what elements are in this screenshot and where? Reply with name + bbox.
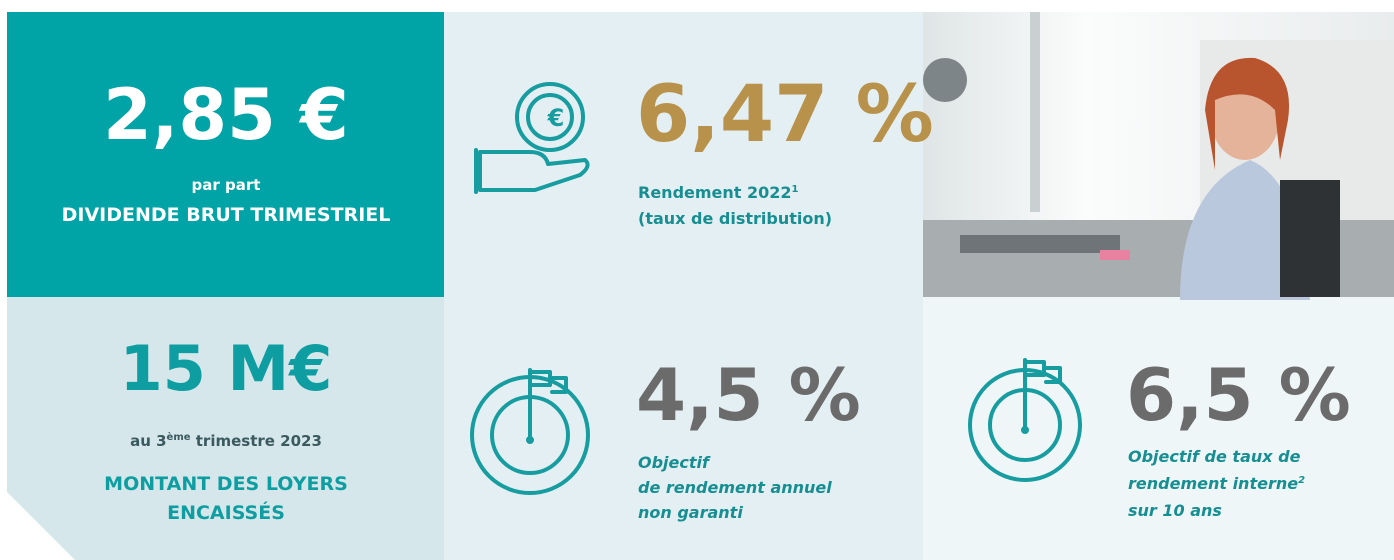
euro-hand-icon xyxy=(474,82,590,194)
irr-panel xyxy=(923,297,1394,560)
target-icon xyxy=(470,368,590,495)
rents-label: ENCAISSÉS xyxy=(167,501,285,524)
text: rendement interne xyxy=(1128,474,1298,493)
yield-value: 6,47 % xyxy=(636,70,934,160)
text: au 3 xyxy=(130,432,166,450)
dividend-value: 2,85 € xyxy=(103,74,349,156)
dividend-panel xyxy=(7,12,444,297)
target-icon xyxy=(968,358,1082,482)
text: Rendement 2022 xyxy=(638,183,792,202)
photo xyxy=(923,12,1394,300)
dividend-label: DIVIDENDE BRUT TRIMESTRIEL xyxy=(62,204,391,226)
target-irr-label: Objectif de taux de rendement interne2 sur… xyxy=(1128,447,1305,520)
dividend-unit: par part xyxy=(192,176,261,194)
yield-label: Rendement 20221 (taux de distribution) xyxy=(638,183,832,228)
text: (taux de distribution) xyxy=(638,209,832,228)
target-yield-label: non garanti xyxy=(638,503,743,522)
text: sur 10 ans xyxy=(1128,501,1222,520)
sup: 1 xyxy=(792,184,799,195)
rents-label: MONTANT DES LOYERS xyxy=(104,473,348,495)
label-line: sur 10 ans xyxy=(1128,501,1222,520)
label-line: rendement interne2 xyxy=(1128,474,1305,493)
target-irr-value: 6,5 % xyxy=(1126,353,1351,437)
target-yield-value: 4,5 % xyxy=(636,353,861,437)
target-yield-label: de rendement annuel xyxy=(638,478,832,497)
sup: ème xyxy=(167,431,191,443)
text: Objectif de taux de xyxy=(1128,447,1301,466)
label-line: (taux de distribution) xyxy=(638,209,832,228)
yield-panel xyxy=(444,12,923,560)
euro-sign: € xyxy=(547,104,565,132)
text: trimestre 2023 xyxy=(191,432,322,450)
label-line: Rendement 20221 xyxy=(638,183,799,202)
target-yield-label: Objectif xyxy=(638,453,711,472)
label-line: Objectif de taux de xyxy=(1128,447,1301,466)
rents-value: 15 M€ xyxy=(120,332,333,405)
rents-period: au 3ème trimestre 2023 xyxy=(130,431,322,450)
rents-panel xyxy=(7,297,444,560)
sup: 2 xyxy=(1298,475,1305,486)
